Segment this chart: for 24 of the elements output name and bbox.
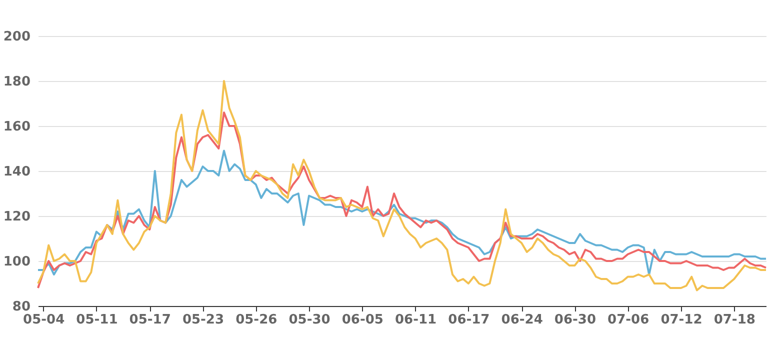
line-series <box>37 150 767 276</box>
x-tick-label: 06-17 <box>448 312 490 328</box>
x-tick-label: 07-06 <box>608 312 650 328</box>
x-tick-label: 05-17 <box>129 312 171 328</box>
y-tick-label: 80 <box>12 300 30 314</box>
y-tick-label: 160 <box>3 120 30 134</box>
x-tick-label: 06-11 <box>394 312 437 328</box>
x-tick-label: 07-18 <box>714 312 756 328</box>
x-tick-label: 05-11 <box>76 312 118 328</box>
x-tick-label: 05-04 <box>23 312 65 328</box>
x-tick-label: 06-24 <box>501 312 543 328</box>
x-tick-label: 05-23 <box>182 312 224 328</box>
x-tick-label: 07-12 <box>660 312 702 328</box>
line-series <box>37 112 767 289</box>
x-tick-label: 06-30 <box>554 312 596 328</box>
x-tick-label: 05-30 <box>288 312 330 328</box>
y-tick-label: 140 <box>3 164 30 180</box>
line-series <box>37 80 767 292</box>
x-tick-label: 05-26 <box>236 312 278 328</box>
y-tick-label: 100 <box>3 254 30 270</box>
x-tick-label: 06-05 <box>342 312 384 328</box>
y-tick-label: 180 <box>3 74 30 90</box>
y-tick-label: 200 <box>3 30 30 44</box>
y-tick-label: 120 <box>3 210 30 224</box>
